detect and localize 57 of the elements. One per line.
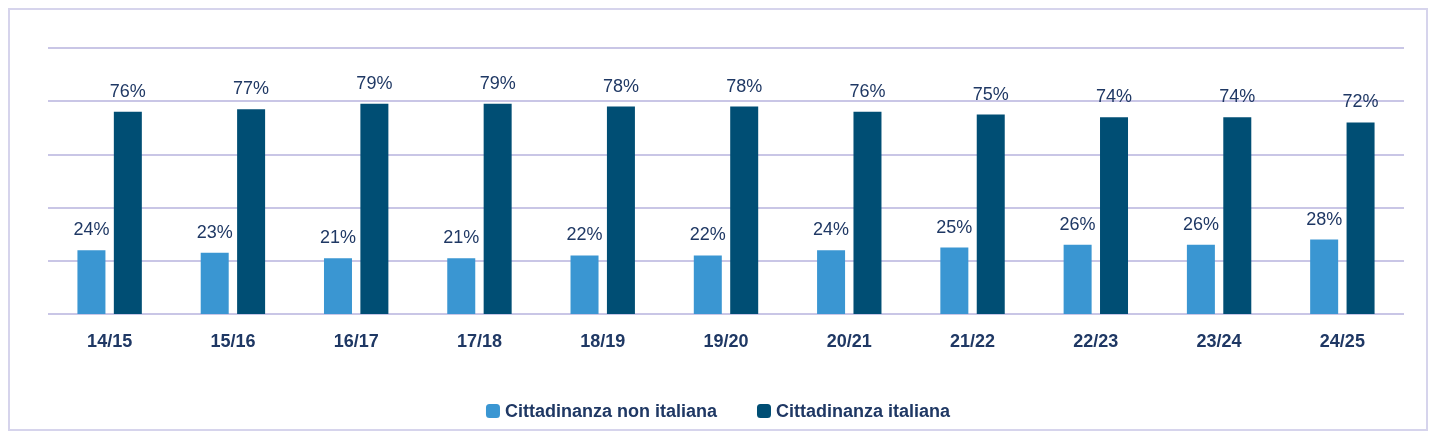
bar <box>200 252 229 314</box>
data-label: 76% <box>849 80 886 101</box>
bar <box>940 247 969 314</box>
bar <box>77 250 106 314</box>
bar <box>323 258 352 314</box>
bar <box>976 114 1005 314</box>
x-tick-label: 17/18 <box>456 331 502 351</box>
data-label: 79% <box>356 72 393 93</box>
data-label: 24% <box>813 219 850 240</box>
data-label: 78% <box>602 75 639 96</box>
data-label: 22% <box>566 224 603 245</box>
data-label: 23% <box>196 221 233 242</box>
bar <box>1063 244 1092 314</box>
bar <box>570 255 599 314</box>
data-label: 74% <box>1219 86 1256 107</box>
x-tick-label: 19/20 <box>703 331 749 351</box>
data-label: 79% <box>479 72 516 93</box>
bar <box>606 106 635 314</box>
bar <box>693 255 722 314</box>
data-label: 26% <box>1059 213 1096 234</box>
data-label: 26% <box>1182 213 1219 234</box>
x-tick-label: 22/23 <box>1073 331 1119 351</box>
x-tick-label: 14/15 <box>87 331 133 351</box>
data-label: 78% <box>726 75 763 96</box>
data-label: 21% <box>443 227 480 248</box>
x-tick-label: 16/17 <box>333 331 379 351</box>
data-label: 72% <box>1342 91 1379 112</box>
data-label: 76% <box>109 80 146 101</box>
x-tick-label: 23/24 <box>1196 331 1242 351</box>
x-tick-label: 20/21 <box>826 331 872 351</box>
x-tick-label: 21/22 <box>950 331 996 351</box>
data-label: 21% <box>319 227 356 248</box>
data-label: 77% <box>233 78 270 99</box>
bar <box>237 109 266 314</box>
bar <box>853 111 882 314</box>
bar <box>1100 117 1129 314</box>
x-tick-label: 15/16 <box>210 331 256 351</box>
data-label: 28% <box>1306 208 1343 229</box>
data-label: 22% <box>689 224 726 245</box>
data-label: 24% <box>73 219 110 240</box>
bar <box>730 106 759 314</box>
data-label: 74% <box>1096 86 1133 107</box>
bar <box>483 103 512 314</box>
bar <box>113 111 142 314</box>
x-tick-label: 24/25 <box>1319 331 1365 351</box>
data-label: 75% <box>972 83 1009 104</box>
bar <box>817 250 846 314</box>
data-label: 25% <box>936 216 973 237</box>
bar <box>447 258 476 314</box>
bar <box>1346 122 1375 314</box>
bar <box>360 103 389 314</box>
bar <box>1310 239 1339 314</box>
x-tick-label: 18/19 <box>580 331 626 351</box>
legend-label: Cittadinanza italiana <box>775 401 952 421</box>
legend-label: Cittadinanza non italiana <box>504 401 718 421</box>
bar <box>1186 244 1215 314</box>
bar <box>1223 117 1252 314</box>
